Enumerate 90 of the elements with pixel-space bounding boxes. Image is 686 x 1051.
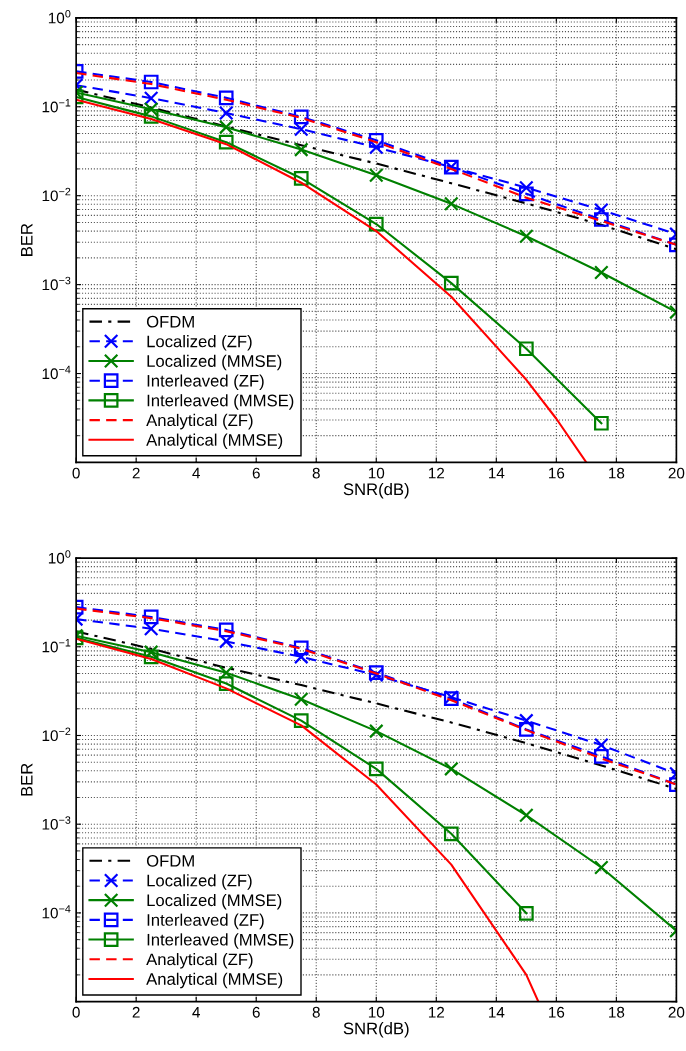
y-tick-label: 10$^{−4}$: [42, 365, 71, 380]
point: [518, 180, 534, 196]
point: [293, 142, 309, 157]
legend-label: Localized (MMSE): [147, 354, 282, 371]
x-tick-label: 16: [549, 1006, 565, 1018]
legend-label: Analytical (MMSE): [146, 972, 283, 989]
point: [518, 722, 534, 737]
point: [218, 665, 234, 681]
point: [518, 905, 534, 921]
x-tick-label: 14: [488, 1007, 505, 1018]
x-tick-label: 16: [549, 467, 565, 479]
point: [594, 860, 609, 875]
x-tick-label: 0: [72, 1006, 80, 1018]
point: [443, 196, 459, 212]
point: [218, 105, 234, 121]
legend-label: Interleaved (ZF): [147, 374, 264, 390]
legend-label: Interleaved (MMSE): [147, 394, 294, 410]
x-tick-label: 6: [252, 1006, 260, 1018]
legend-label: Analytical (ZF): [146, 953, 253, 969]
point: [143, 109, 159, 124]
y-tick-label: 10$^{−1}$: [42, 99, 71, 113]
point: [293, 170, 309, 186]
y-tick-label: 10$^{−1}$: [42, 639, 71, 653]
point: [368, 167, 384, 183]
legend-label: Interleaved (ZF): [147, 913, 264, 930]
point: [218, 676, 234, 691]
y-tick-label: 10$^{0}$: [48, 9, 71, 24]
point: [518, 228, 534, 244]
point: [518, 341, 534, 357]
point: [443, 761, 459, 777]
x-tick-label: 14: [488, 467, 505, 479]
x-tick-label: 8: [312, 467, 320, 479]
y-axis-title: BER: [21, 223, 33, 256]
legend-label: Analytical (MMSE): [146, 433, 283, 450]
x-tick-label: 18: [609, 467, 625, 479]
point: [293, 713, 309, 729]
point: [443, 275, 459, 291]
legend-label: Localized (ZF): [147, 335, 252, 351]
x-tick-label: 10: [368, 467, 385, 479]
legend-label: Localized (ZF): [147, 874, 252, 890]
point: [518, 186, 534, 202]
point: [143, 90, 159, 106]
point: [293, 121, 309, 137]
legend-label: Localized (MMSE): [147, 893, 282, 910]
point: [518, 807, 534, 823]
y-tick-label: 10$^{−2}$: [42, 187, 71, 202]
legend-label: Interleaved (MMSE): [147, 933, 294, 949]
y-tick-label: 10$^{−3}$: [42, 816, 71, 830]
point: [218, 622, 234, 638]
y-axis-title: BER: [21, 763, 33, 796]
x-tick-label: 6: [252, 467, 260, 479]
point: [218, 119, 234, 135]
x-tick-label: 0: [72, 467, 80, 479]
point: [218, 134, 234, 150]
y-tick-label: 10$^{−3}$: [42, 276, 71, 291]
point: [368, 761, 384, 777]
x-tick-label: 2: [132, 467, 140, 479]
legend-label: Analytical (ZF): [146, 413, 253, 430]
x-tick-label: 20: [668, 1006, 685, 1018]
point: [218, 90, 234, 106]
point: [143, 609, 159, 625]
x-tick-label: 12: [428, 1006, 445, 1018]
x-tick-label: 12: [428, 467, 445, 479]
x-tick-label: 4: [192, 467, 200, 479]
point: [368, 132, 384, 148]
point: [594, 749, 609, 764]
point: [143, 74, 159, 90]
x-tick-label: 20: [668, 467, 685, 479]
point: [594, 212, 609, 227]
x-axis-title: SNR(dB): [343, 482, 409, 499]
point: [143, 649, 159, 665]
point: [368, 723, 384, 739]
x-tick-label: 4: [192, 1007, 200, 1018]
y-tick-label: 10$^{−4}$: [42, 905, 71, 919]
y-tick-label: 10$^{−2}$: [42, 727, 71, 742]
point: [293, 691, 309, 707]
point: [443, 826, 459, 842]
legend-label: OFDM: [146, 854, 194, 867]
point: [594, 265, 609, 280]
x-tick-label: 10: [368, 1006, 385, 1018]
point: [293, 109, 309, 125]
legend-label: OFDM: [146, 315, 194, 328]
x-tick-label: 2: [132, 1006, 140, 1018]
point: [293, 640, 309, 656]
x-tick-label: 8: [312, 1006, 320, 1018]
x-tick-label: 18: [609, 1006, 625, 1018]
y-tick-label: 10$^{0}$: [48, 550, 71, 564]
x-axis-title: SNR(dB): [343, 1022, 409, 1038]
point: [594, 415, 609, 431]
point: [368, 216, 384, 232]
